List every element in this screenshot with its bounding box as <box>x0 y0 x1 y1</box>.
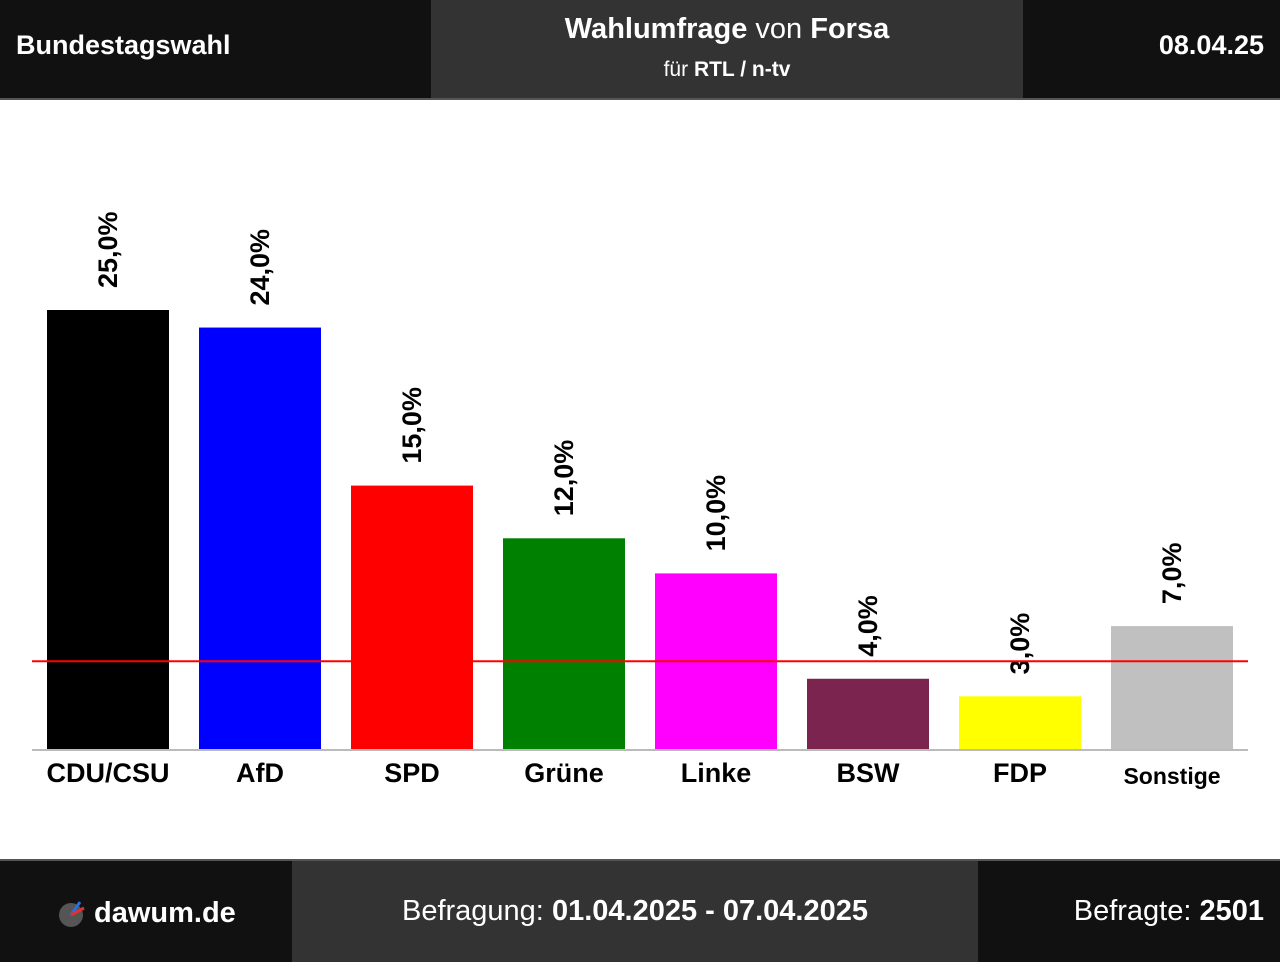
period-label: Befragung: <box>401 895 552 927</box>
category-label-1: AfD <box>236 758 284 788</box>
bar-7 <box>1111 626 1233 749</box>
poll-bar-chart: 25,0% CDU/CSU 24,0% AfD 15,0% SPD 12,0% Grüne 10… <box>32 211 1248 789</box>
category-label-2: SPD <box>384 758 440 788</box>
bar-5 <box>807 678 929 749</box>
value-label-2: 15,0% <box>397 387 427 464</box>
value-label-5: 4,0% <box>853 595 883 657</box>
pollster-name: Forsa <box>810 13 890 45</box>
value-label-0: 25,0% <box>93 211 123 288</box>
poll-info: Wahlumfrage von Forsa für RTL / n-tv <box>431 0 1023 98</box>
client-name: RTL / n-tv <box>693 58 791 81</box>
election-title: Bundestagswahl <box>16 30 231 60</box>
bar-2 <box>351 485 473 749</box>
category-label-4: Linke <box>681 758 752 788</box>
value-label-6: 3,0% <box>1005 613 1035 675</box>
period-value: 01.04.2025 - 07.04.2025 <box>551 895 868 927</box>
category-label-6: FDP <box>993 758 1047 788</box>
value-label-3: 12,0% <box>549 440 579 517</box>
sample-size: Befragte: 2501 <box>1074 895 1264 928</box>
sample-value: 2501 <box>1199 895 1264 927</box>
value-label-1: 24,0% <box>245 229 275 306</box>
brand[interactable]: dawum.de <box>58 897 236 930</box>
bar-6 <box>959 696 1081 749</box>
poll-title-connector: von <box>747 13 811 45</box>
poll-client: für RTL / n-tv <box>431 58 1023 82</box>
brand-name: dawum.de <box>94 897 236 929</box>
category-label-0: CDU/CSU <box>46 758 169 788</box>
bar-0 <box>47 310 169 749</box>
dawum-logo-icon <box>59 900 85 927</box>
publish-date: 08.04.25 <box>1158 30 1264 60</box>
survey-period: Befragung: 01.04.2025 - 07.04.2025 <box>292 861 978 962</box>
bar-3 <box>503 538 625 749</box>
client-prefix: für <box>663 58 694 81</box>
sample-label: Befragte: <box>1073 895 1200 927</box>
value-label-4: 10,0% <box>701 475 731 552</box>
category-label-3: Grüne <box>524 758 604 788</box>
poll-title: Wahlumfrage von Forsa <box>431 13 1023 46</box>
poll-title-word: Wahlumfrage <box>564 13 748 45</box>
category-label-5: BSW <box>837 758 901 788</box>
value-label-7: 7,0% <box>1157 543 1187 605</box>
footer-bar: dawum.de Befragung: 01.04.2025 - 07.04.2… <box>0 859 1280 962</box>
bar-1 <box>199 327 321 749</box>
category-label-7: Sonstige <box>1123 763 1220 789</box>
header-bar: Bundestagswahl Wahlumfrage von Forsa für… <box>0 0 1280 100</box>
